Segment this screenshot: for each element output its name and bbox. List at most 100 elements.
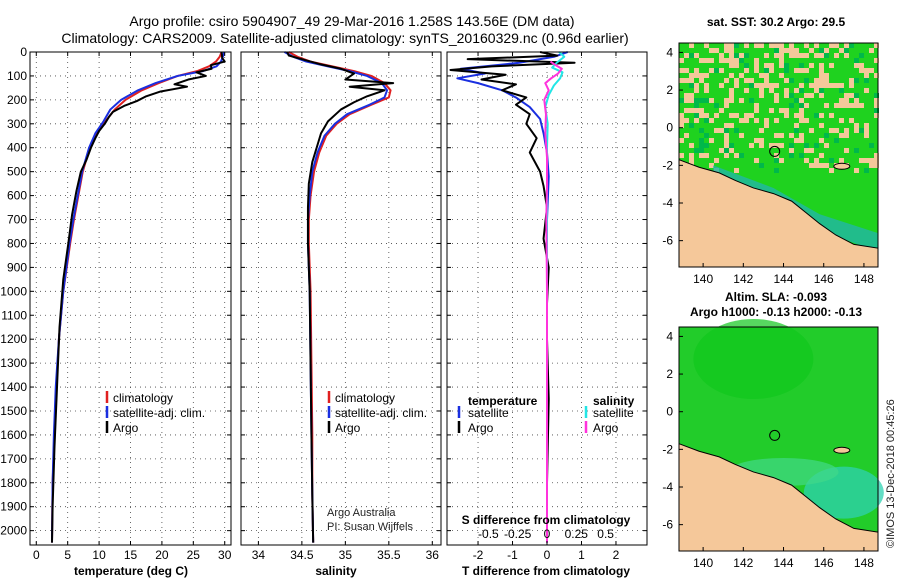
map-sst-pixel	[704, 143, 709, 148]
map-cloud-pixel	[729, 113, 734, 118]
map-cloud-pixel	[829, 113, 834, 118]
map-cloud-pixel	[864, 88, 869, 93]
y-tick-label: 1800	[0, 476, 27, 490]
map-cloud-pixel	[704, 58, 709, 63]
map-cloud-pixel	[739, 73, 744, 78]
difference-ticks: -2 -1 0 1 2 -0.5 -0.25 0 0.25 0.5	[447, 51, 647, 562]
y-tick-label: 1200	[0, 332, 27, 346]
map-cloud-pixel	[834, 53, 839, 58]
legend-label-climatology: climatology	[113, 391, 173, 405]
map-cloud-pixel	[839, 118, 844, 123]
map-cloud-pixel	[819, 68, 824, 73]
y-tick-label: 300	[7, 117, 27, 131]
credit-line2: PI: Susan Wijffels	[327, 521, 413, 533]
map-sst-pixel	[774, 158, 779, 163]
map-cloud-pixel	[704, 83, 709, 88]
map-cloud-pixel	[874, 73, 879, 78]
map-cloud-pixel	[864, 158, 869, 163]
map-y-tick-label: 0	[666, 121, 673, 135]
map-cloud-pixel	[799, 138, 804, 143]
map-cloud-pixel	[759, 128, 764, 133]
map-y-tick-label: 4	[666, 329, 673, 343]
map-cloud-pixel	[834, 43, 839, 48]
y-tick-label: 1700	[0, 452, 27, 466]
map-cloud-pixel	[744, 113, 749, 118]
map-sst-pixel	[764, 68, 769, 73]
map-sst-pixel	[839, 88, 844, 93]
map-cloud-pixel	[769, 108, 774, 113]
map-cloud-pixel	[784, 108, 789, 113]
legend-label-s-argo: Argo	[593, 421, 619, 435]
map-cloud-pixel	[799, 118, 804, 123]
map-cloud-pixel	[874, 103, 879, 108]
map-cloud-pixel	[824, 103, 829, 108]
series-line-argo	[286, 51, 395, 543]
sla-map-title-line2: Argo h1000: -0.13 h2000: -0.13	[690, 305, 862, 319]
legend-title-salinity: salinity	[593, 394, 635, 408]
map-sst-pixel	[724, 148, 729, 153]
map-cloud-pixel	[849, 83, 854, 88]
x-tick-label: -2	[473, 548, 484, 562]
map-cloud-pixel	[704, 43, 709, 48]
map-cloud-pixel	[844, 53, 849, 58]
map-cloud-pixel	[754, 103, 759, 108]
map-cloud-pixel	[754, 43, 759, 48]
map-cloud-pixel	[684, 133, 689, 138]
map-cloud-pixel	[809, 128, 814, 133]
map-cloud-pixel	[844, 93, 849, 98]
map-cloud-pixel	[759, 83, 764, 88]
map-sst-pixel	[869, 143, 874, 148]
y-tick-label: 0	[20, 45, 27, 59]
map-cloud-pixel	[699, 153, 704, 158]
map-sst-pixel	[789, 153, 794, 158]
map-cloud-pixel	[724, 153, 729, 158]
map-cloud-pixel	[814, 88, 819, 93]
map-cloud-pixel	[719, 83, 724, 88]
map-sst-pixel	[694, 103, 699, 108]
map-cloud-pixel	[744, 88, 749, 93]
series-line-argo	[50, 51, 226, 543]
map-cloud-pixel	[729, 73, 734, 78]
y-tick-label: 1400	[0, 380, 27, 394]
map-cloud-pixel	[689, 153, 694, 158]
map-cloud-pixel	[744, 118, 749, 123]
map-sst-pixel	[854, 148, 859, 153]
map-cloud-pixel	[799, 113, 804, 118]
map-cloud-pixel	[679, 118, 684, 123]
map-cloud-pixel	[754, 158, 759, 163]
map-sst-pixel	[724, 128, 729, 133]
map-cloud-pixel	[774, 43, 779, 48]
map-cloud-pixel	[794, 138, 799, 143]
salinity-lines	[283, 51, 395, 543]
map-cloud-pixel	[689, 98, 694, 103]
map-cloud-pixel	[819, 138, 824, 143]
map-cloud-pixel	[774, 53, 779, 58]
map-x-tick-label: 148	[854, 556, 874, 570]
map-cloud-pixel	[814, 163, 819, 168]
map-cloud-pixel	[794, 88, 799, 93]
map-cloud-pixel	[749, 78, 754, 83]
map-cloud-pixel	[764, 63, 769, 68]
map-cloud-pixel	[794, 53, 799, 58]
map-cloud-pixel	[734, 63, 739, 68]
x-tick-label: 34.5	[290, 548, 314, 562]
map-sst-pixel	[804, 78, 809, 83]
map-cloud-pixel	[774, 93, 779, 98]
map-cloud-pixel	[679, 68, 684, 73]
map-sst-pixel	[854, 58, 859, 63]
map-sla-blob	[693, 319, 814, 399]
map-cloud-pixel	[739, 133, 744, 138]
map-cloud-pixel	[809, 163, 814, 168]
map-cloud-pixel	[844, 43, 849, 48]
legend-label-t-argo: Argo	[468, 421, 494, 435]
map-cloud-pixel	[694, 53, 699, 58]
map-cloud-pixel	[709, 98, 714, 103]
map-sst-pixel	[794, 128, 799, 133]
map-cloud-pixel	[839, 133, 844, 138]
sst-map-title: sat. SST: 30.2 Argo: 29.5	[707, 15, 846, 29]
map-cloud-pixel	[804, 53, 809, 58]
map-cloud-pixel	[709, 138, 714, 143]
map-sst-pixel	[689, 53, 694, 58]
x-tick-label: 0	[544, 548, 551, 562]
map-cloud-pixel	[799, 68, 804, 73]
